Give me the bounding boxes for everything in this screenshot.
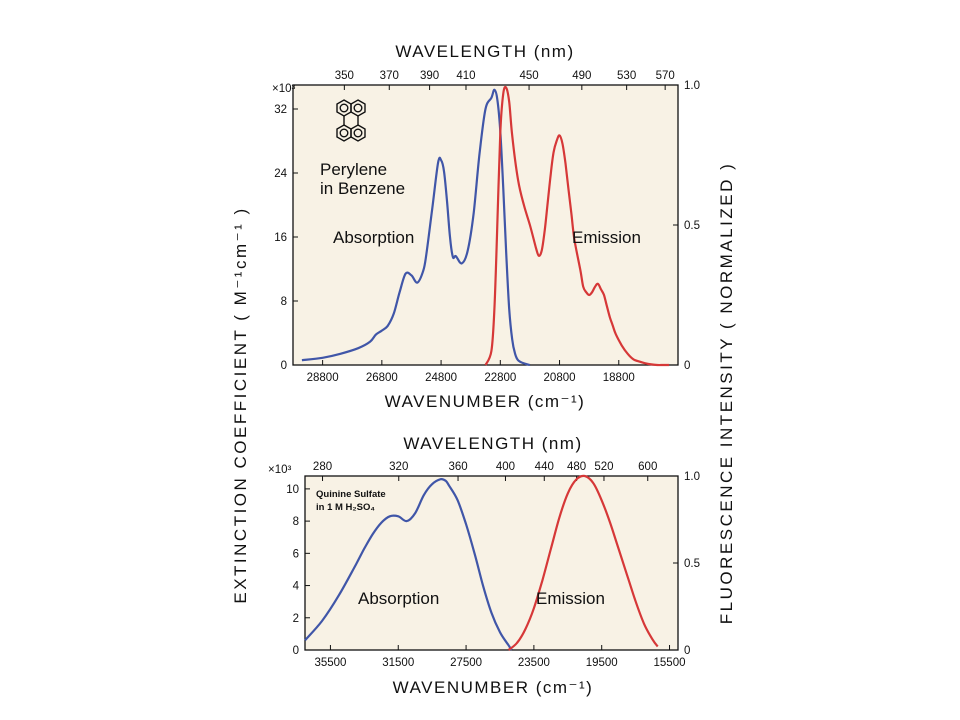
quinine-sample-label-line2: in 1 M H₂SO₄ [316,502,375,513]
quinine-series-layer [304,474,659,651]
perylene-top-tick-label: 350 [335,70,354,82]
perylene-top-tick-label: 410 [456,70,475,82]
quinine-top-tick-label: 440 [535,461,554,473]
perylene-right-tick-label: 0.5 [684,220,700,232]
perylene-right-tick-label: 0 [684,360,690,372]
quinine-right-tick-label: 1.0 [684,471,700,483]
quinine-chart-panel: WAVELENGTH (nm) WAVENUMBER (cm⁻¹) ×10³ 3… [268,434,700,697]
quinine-top-tick-label: 280 [313,461,332,473]
quinine-absorption-label: Absorption [358,589,439,608]
perylene-left-multiplier: ×10³ [272,83,296,95]
quinine-emission-curve [507,474,659,651]
perylene-absorption-label: Absorption [333,228,414,247]
quinine-top-tick-label: 320 [389,461,408,473]
perylene-top-tick-label: 490 [572,70,591,82]
perylene-left-tick-label: 0 [281,360,287,372]
right-axis-title: FLUORESCENCE INTENSITY ( NORMALIZED ) [717,162,736,624]
perylene-emission-curve [484,85,670,367]
quinine-x-tick-label: 23500 [518,657,550,669]
quinine-plot-area [304,475,679,651]
left-axis-title: EXTINCTION COEFFICIENT ( M⁻¹cm⁻¹ ) [231,206,250,603]
quinine-left-tick-label: 4 [293,581,300,593]
quinine-x-tick-label: 31500 [382,657,414,669]
quinine-emission-label: Emission [536,589,605,608]
perylene-top-tick-label: 390 [420,70,439,82]
quinine-left-tick-label: 6 [293,548,299,560]
quinine-left-multiplier: ×10³ [268,464,292,476]
perylene-x-tick-label: 22800 [484,372,516,384]
quinine-top-tick-label: 600 [638,461,657,473]
quinine-top-tick-label: 520 [594,461,613,473]
quinine-right-tick-label: 0.5 [684,558,700,570]
quinine-sample-label-line1: Quinine Sulfate [316,489,386,500]
perylene-x-tick-label: 24800 [425,372,457,384]
quinine-x-tick-label: 19500 [586,657,618,669]
perylene-absorption-curve [301,88,531,367]
perylene-emission-label: Emission [572,228,641,247]
perylene-plot-area [292,84,679,366]
quinine-top-axis-title: WAVELENGTH (nm) [403,434,582,453]
perylene-chart-panel: WAVELENGTH (nm) WAVENUMBER (cm⁻¹) ×10³ 2… [272,42,700,411]
perylene-bottom-axis-title: WAVENUMBER (cm⁻¹) [385,392,586,411]
quinine-bottom-axis-title: WAVENUMBER (cm⁻¹) [393,678,594,697]
perylene-top-tick-label: 570 [656,70,675,82]
quinine-left-tick-label: 10 [286,484,299,496]
quinine-left-tick-label: 2 [293,613,299,625]
perylene-right-tick-label: 1.0 [684,80,700,92]
perylene-series-layer [301,85,670,367]
perylene-top-tick-label: 450 [519,70,538,82]
perylene-left-tick-label: 32 [274,104,287,116]
perylene-x-tick-label: 18800 [603,372,635,384]
quinine-x-tick-label: 27500 [450,657,482,669]
perylene-x-tick-label: 28800 [307,372,339,384]
perylene-left-tick-label: 16 [274,232,287,244]
perylene-sample-label-line2: in Benzene [320,179,405,198]
perylene-top-axis-title: WAVELENGTH (nm) [395,42,574,61]
quinine-top-tick-label: 400 [496,461,515,473]
perylene-sample-label-line1: Perylene [320,160,387,179]
quinine-left-tick-label: 0 [293,645,299,657]
quinine-left-tick-label: 8 [293,516,299,528]
perylene-left-tick-label: 8 [281,296,287,308]
perylene-top-tick-label: 370 [380,70,399,82]
perylene-structure-icon [336,99,366,142]
quinine-top-tick-label: 360 [448,461,467,473]
perylene-top-tick-label: 530 [617,70,636,82]
perylene-x-tick-label: 20800 [544,372,576,384]
perylene-x-tick-label: 26800 [366,372,398,384]
quinine-absorption-curve [304,477,513,651]
quinine-top-tick-label: 480 [567,461,586,473]
quinine-x-tick-label: 35500 [314,657,346,669]
perylene-left-tick-label: 24 [274,168,287,180]
quinine-right-tick-label: 0 [684,645,690,657]
quinine-x-tick-label: 15500 [654,657,686,669]
